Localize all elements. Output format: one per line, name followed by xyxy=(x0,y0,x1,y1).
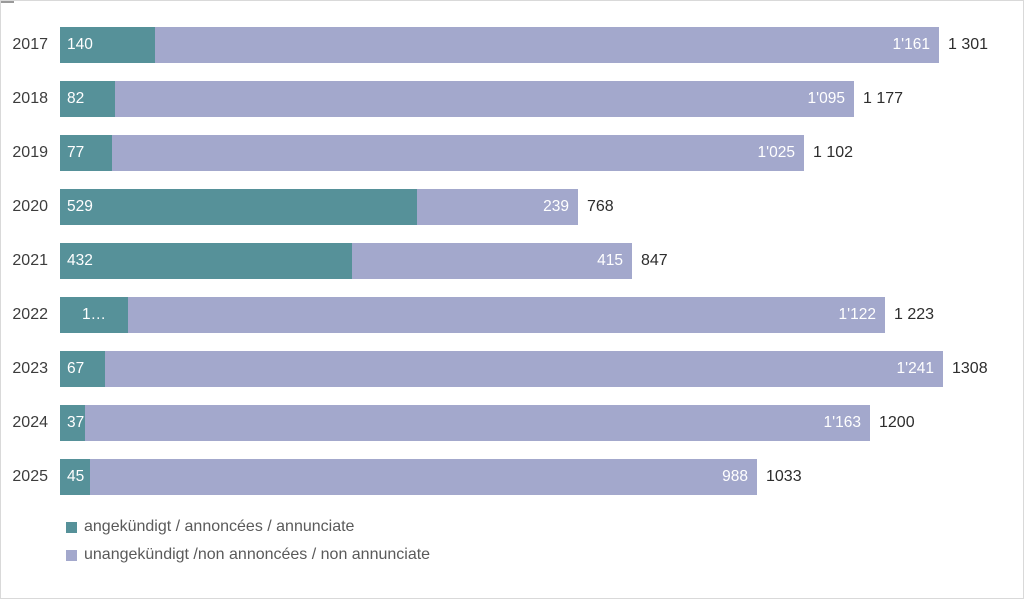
legend-swatch-unannounced-icon xyxy=(66,549,77,561)
bar-segment-announced: 1… xyxy=(60,297,128,333)
chart-legend: angekündigt / annoncées / annunciate una… xyxy=(1,513,1023,569)
bar-row: 2021 432 415 847 xyxy=(1,243,1023,279)
year-label: 2020 xyxy=(12,198,48,215)
year-label: 2017 xyxy=(12,36,48,53)
stacked-bar: 529 239 768 xyxy=(60,189,1023,225)
total-value-label: 768 xyxy=(587,198,614,215)
bar-segment-unannounced: 988 xyxy=(90,459,757,495)
bar-segment-announced: 82 xyxy=(60,81,115,117)
bar-segment-unannounced: 1'161 xyxy=(155,27,939,63)
bar-segment-announced: 37 xyxy=(60,405,85,441)
year-label: 2022 xyxy=(12,306,48,323)
year-label: 2023 xyxy=(12,360,48,377)
bar-row: 2019 77 1'025 1 102 xyxy=(1,135,1023,171)
year-label: 2024 xyxy=(12,414,48,431)
bar-segment-unannounced: 415 xyxy=(352,243,632,279)
bar-row: 2017 140 1'161 1 301 xyxy=(1,27,1023,63)
total-value-label: 1 223 xyxy=(894,306,935,323)
legend-item-unannounced: unangekündigt /non annoncées / non annun… xyxy=(66,541,1023,569)
top-left-edge-artifact xyxy=(1,1,14,3)
year-label: 2025 xyxy=(12,468,48,485)
stacked-bar: 77 1'025 1 102 xyxy=(60,135,1023,171)
legend-label-unannounced: unangekündigt /non annoncées / non annun… xyxy=(84,546,431,563)
bar-row: 2025 45 988 1033 xyxy=(1,459,1023,495)
total-value-label: 1308 xyxy=(952,360,988,377)
total-value-label: 1 301 xyxy=(948,36,989,53)
bar-segment-unannounced: 1'241 xyxy=(105,351,943,387)
year-label: 2021 xyxy=(12,252,48,269)
stacked-bar: 432 415 847 xyxy=(60,243,1023,279)
year-label: 2019 xyxy=(12,144,48,161)
bar-segment-announced: 45 xyxy=(60,459,90,495)
bar-segment-unannounced: 1'163 xyxy=(85,405,870,441)
legend-label-announced: angekündigt / annoncées / annunciate xyxy=(84,518,355,535)
legend-swatch-announced-icon xyxy=(66,521,77,533)
bar-segment-announced: 529 xyxy=(60,189,417,225)
bar-segment-announced: 77 xyxy=(60,135,112,171)
bar-segment-announced: 140 xyxy=(60,27,155,63)
year-label: 2018 xyxy=(12,90,48,107)
stacked-bar: 67 1'241 1308 xyxy=(60,351,1023,387)
legend-item-announced: angekündigt / annoncées / annunciate xyxy=(66,513,1023,541)
stacked-bar: 45 988 1033 xyxy=(60,459,1023,495)
bar-segment-unannounced: 1'095 xyxy=(115,81,854,117)
total-value-label: 1 102 xyxy=(813,144,854,161)
bar-segment-unannounced: 239 xyxy=(417,189,578,225)
stacked-bar: 82 1'095 1 177 xyxy=(60,81,1023,117)
bar-segment-announced: 67 xyxy=(60,351,105,387)
total-value-label: 1 177 xyxy=(863,90,904,107)
bar-segment-announced: 432 xyxy=(60,243,352,279)
total-value-label: 1033 xyxy=(766,468,802,485)
stacked-bar: 37 1'163 1200 xyxy=(60,405,1023,441)
total-value-label: 1200 xyxy=(879,414,915,431)
bar-row: 2024 37 1'163 1200 xyxy=(1,405,1023,441)
bar-segment-unannounced: 1'025 xyxy=(112,135,804,171)
bar-row: 2020 529 239 768 xyxy=(1,189,1023,225)
bar-row: 2018 82 1'095 1 177 xyxy=(1,81,1023,117)
bar-row: 2023 67 1'241 1308 xyxy=(1,351,1023,387)
stacked-bar: 140 1'161 1 301 xyxy=(60,27,1023,63)
stacked-bar: 1… 1'122 1 223 xyxy=(60,297,1023,333)
bar-rows: 2017 140 1'161 1 301 2018 82 1'095 1 177… xyxy=(1,1,1023,495)
bar-segment-unannounced: 1'122 xyxy=(128,297,885,333)
total-value-label: 847 xyxy=(641,252,668,269)
bar-row: 2022 1… 1'122 1 223 xyxy=(1,297,1023,333)
